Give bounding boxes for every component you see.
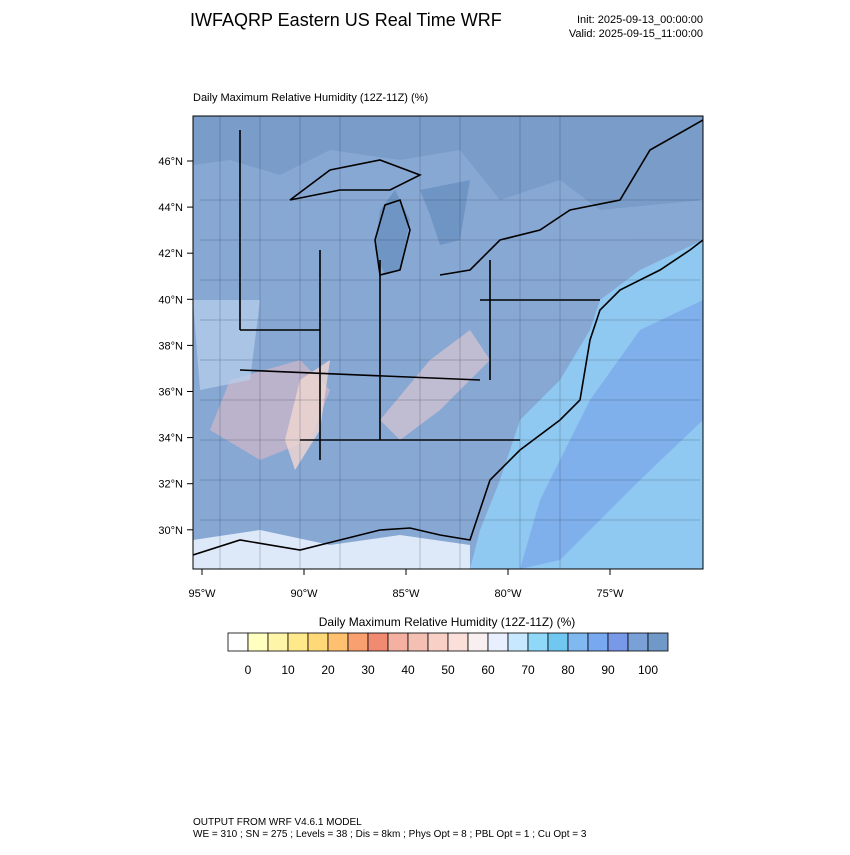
lat-label: 36°N — [158, 387, 183, 399]
colorbar-label: 0 — [245, 663, 252, 677]
colorbar-box — [267, 632, 289, 652]
lat-label: 34°N — [158, 433, 183, 445]
colorbar-box — [567, 632, 589, 652]
valid-time: Valid: 2025-09-15_11:00:00 — [569, 28, 703, 40]
colorbar-box — [647, 632, 669, 652]
colorbar-label: 50 — [441, 663, 455, 677]
colorbar-label: 10 — [281, 663, 295, 677]
colorbar-title: Daily Maximum Relative Humidity (12Z-11Z… — [319, 615, 576, 629]
colorbar-box — [467, 632, 489, 652]
colorbar-box — [527, 632, 549, 652]
lon-label: 80°W — [494, 588, 522, 600]
colorbar-label: 80 — [561, 663, 575, 677]
colorbar-box — [367, 632, 389, 652]
colorbar-box — [287, 632, 309, 652]
colorbar-label: 40 — [401, 663, 415, 677]
lat-label: 32°N — [158, 479, 183, 491]
map-label: Daily Maximum Relative Humidity (12Z-11Z… — [193, 92, 428, 104]
colorbar: 0 10 20 30 40 50 60 70 80 90 100 — [227, 632, 669, 677]
colorbar-label: 60 — [481, 663, 495, 677]
lon-label: 95°W — [188, 588, 216, 600]
footer-line: OUTPUT FROM WRF V4.6.1 MODEL — [193, 817, 362, 828]
colorbar-box — [427, 632, 449, 652]
colorbar-label: 70 — [521, 663, 535, 677]
colorbar-box — [387, 632, 409, 652]
lon-label: 75°W — [596, 588, 624, 600]
colorbar-box — [547, 632, 569, 652]
colorbar-box — [487, 632, 509, 652]
colorbar-box — [607, 632, 629, 652]
init-time: Init: 2025-09-13_00:00:00 — [577, 14, 703, 26]
lon-label: 90°W — [290, 588, 318, 600]
lon-label: 85°W — [392, 588, 420, 600]
colorbar-box — [307, 632, 329, 652]
map — [192, 115, 704, 570]
lat-label: 30°N — [158, 525, 183, 537]
colorbar-box — [347, 632, 369, 652]
colorbar-box — [227, 632, 249, 652]
colorbar-box — [507, 632, 529, 652]
colorbar-box — [447, 632, 469, 652]
lat-label: 44°N — [158, 202, 183, 214]
title: IWFAQRP Eastern US Real Time WRF — [190, 10, 502, 30]
colorbar-label: 90 — [601, 663, 615, 677]
lat-label: 46°N — [158, 156, 183, 168]
colorbar-box — [587, 632, 609, 652]
lat-label: 42°N — [158, 248, 183, 260]
colorbar-box — [627, 632, 649, 652]
colorbar-label: 100 — [638, 663, 658, 677]
lat-label: 40°N — [158, 294, 183, 306]
lat-label: 38°N — [158, 340, 183, 352]
colorbar-label: 30 — [361, 663, 375, 677]
colorbar-label: 20 — [321, 663, 335, 677]
colorbar-box — [327, 632, 349, 652]
colorbar-box — [407, 632, 429, 652]
colorbar-box — [247, 632, 269, 652]
footer-line: WE = 310 ; SN = 275 ; Levels = 38 ; Dis … — [193, 829, 587, 840]
